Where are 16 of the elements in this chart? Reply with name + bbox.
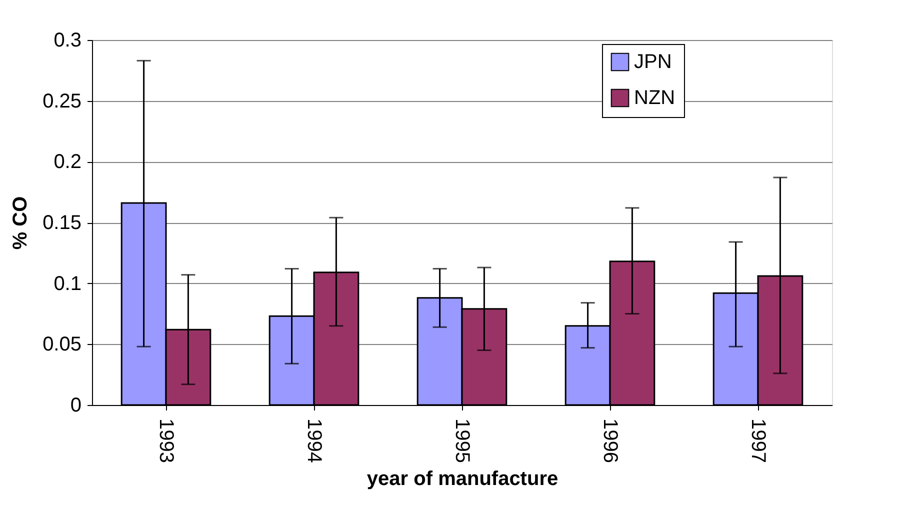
x-axis-title: year of manufacture <box>366 468 558 490</box>
x-tick-label: 1994 <box>303 418 325 463</box>
legend-label: NZN <box>634 87 676 109</box>
y-tick-label: 0 <box>70 394 82 416</box>
legend-label: JPN <box>634 51 672 73</box>
x-tick-label: 1997 <box>747 418 769 463</box>
y-tick-label: 0.2 <box>54 151 82 174</box>
x-tick-label: 1993 <box>155 418 177 463</box>
y-tick-label: 0.1 <box>54 272 82 295</box>
y-tick-label: 0.15 <box>42 212 82 234</box>
y-axis-title: % CO <box>10 196 32 250</box>
y-tick-label: 0.3 <box>54 30 82 52</box>
y-tick-label: 0.05 <box>42 334 82 356</box>
x-tick-label: 1996 <box>599 418 621 463</box>
y-tick-label: 0.25 <box>42 90 82 112</box>
x-tick-label: 1995 <box>451 418 473 463</box>
